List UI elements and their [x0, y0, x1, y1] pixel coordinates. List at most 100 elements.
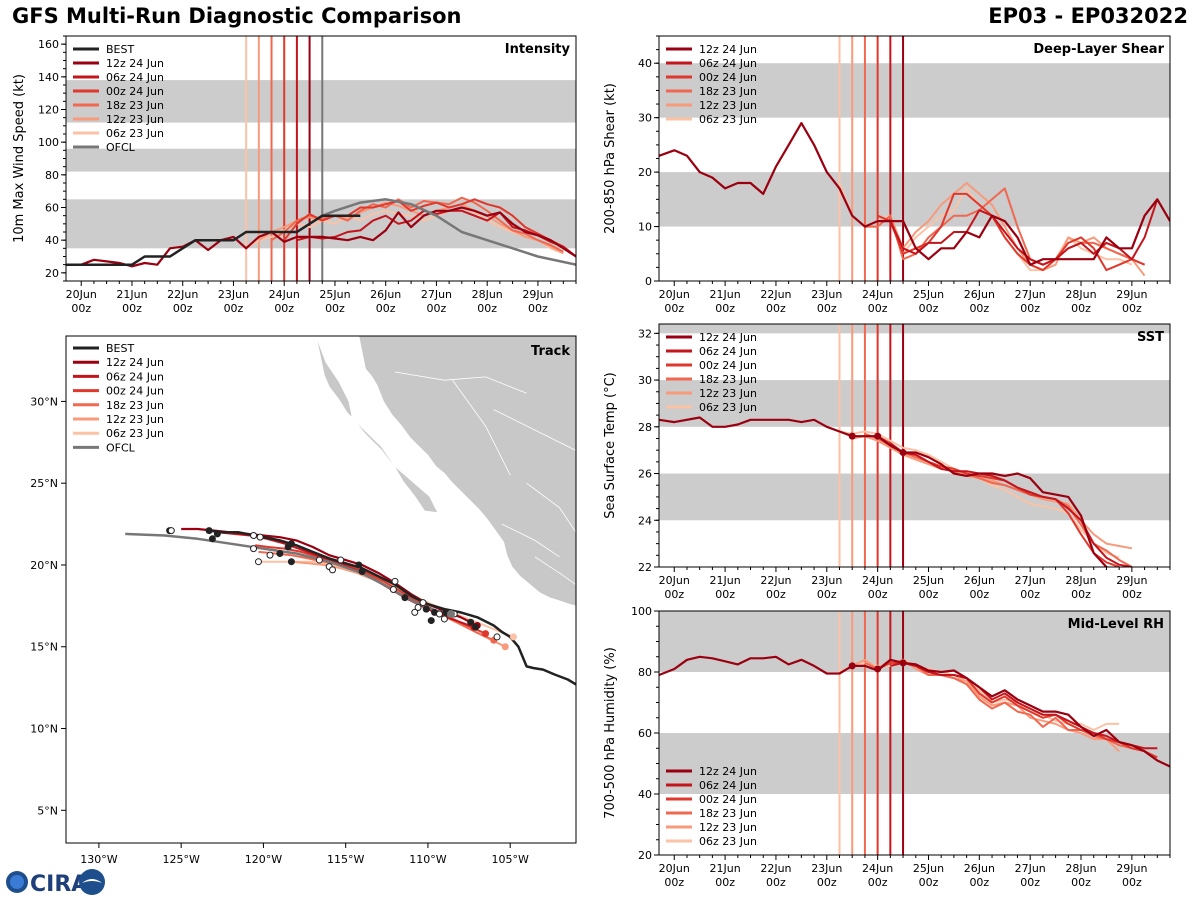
track-legend-label: 00z 24 Jun	[106, 385, 164, 398]
intensity-xtick-time: 00z	[122, 302, 142, 315]
rh-xtick-date: 26Jun	[964, 862, 995, 875]
track-position-open-dot	[391, 577, 399, 585]
sst-xtick-time: 00z	[868, 588, 888, 601]
rh-xtick-date: 25Jun	[913, 862, 944, 875]
land-polygon	[315, 336, 439, 514]
rh-xtick-time: 00z	[817, 876, 837, 889]
intensity-legend-label: OFCL	[106, 141, 136, 154]
track-position-dot	[205, 527, 213, 535]
intensity-ytick-label: 60	[45, 202, 59, 215]
intensity-xtick-date: 28Jun	[472, 288, 503, 301]
sst-xtick-date: 29Jun	[1116, 574, 1147, 587]
cira-logo-text: CIRA	[30, 872, 88, 897]
sst-xtick-date: 27Jun	[1015, 574, 1046, 587]
track-position-open-dot	[414, 603, 422, 611]
shear-xtick-date: 21Jun	[710, 288, 741, 301]
rh-xtick-time: 00z	[969, 876, 989, 889]
rh-xtick-date: 27Jun	[1015, 862, 1046, 875]
rh-ytick-label: 80	[638, 666, 652, 679]
track-position-dot	[213, 530, 221, 538]
cira-seal-icon	[79, 869, 105, 895]
sst-xtick-date: 22Jun	[760, 574, 791, 587]
intensity-xtick-date: 20Jun	[66, 288, 97, 301]
shear-ylabel: 200-850 hPa Shear (kt)	[603, 83, 618, 234]
intensity-xtick-time: 00z	[71, 302, 91, 315]
rh-marker	[848, 662, 856, 670]
track-position-open-dot	[250, 545, 258, 553]
shear-xtick-date: 26Jun	[964, 288, 995, 301]
intensity-legend-label: 06z 23 Jun	[106, 127, 164, 140]
state-border	[452, 379, 511, 476]
intensity-series-r06z23	[245, 206, 564, 255]
track-xtick-label: 125°W	[162, 853, 199, 866]
track-position-open-dot	[167, 527, 175, 535]
intensity-band	[66, 80, 576, 123]
shear-ytick-label: 0	[645, 275, 652, 288]
shear-series-r06z24	[889, 198, 1159, 266]
sst-ytick-label: 30	[638, 374, 652, 387]
sst-xtick-time: 00z	[664, 588, 684, 601]
rh-legend-label: 12z 24 Jun	[699, 765, 757, 778]
rh-ylabel: 700-500 hPa Humidity (%)	[603, 647, 618, 819]
rh-xtick-time: 00z	[664, 876, 684, 889]
sst-series-r06z24	[889, 442, 1133, 567]
rh-xtick-date: 23Jun	[811, 862, 842, 875]
shear-title: Deep-Layer Shear	[1033, 42, 1164, 57]
track-ofcl	[125, 532, 453, 616]
shear-series-r12z24	[659, 121, 1170, 266]
intensity-legend-label: 18z 23 Jun	[106, 99, 164, 112]
rh-marker	[874, 665, 882, 673]
track-position-dot	[358, 568, 366, 576]
track-best	[208, 529, 576, 686]
shear-xtick-time: 00z	[868, 302, 888, 315]
shear-series-r18z23	[864, 187, 1145, 266]
state-border	[501, 523, 560, 558]
shear-legend-label: 12z 23 Jun	[699, 99, 757, 112]
shear-xtick-time: 00z	[664, 302, 684, 315]
sst-xtick-time: 00z	[817, 588, 837, 601]
intensity-series-ofcl	[321, 198, 576, 266]
track-position-open-dot	[266, 551, 274, 559]
track-position-open-dot	[329, 566, 337, 574]
intensity-xtick-time: 00z	[173, 302, 193, 315]
figure-title: GFS Multi-Run Diagnostic Comparison	[12, 4, 462, 28]
sst-xtick-date: 20Jun	[659, 574, 690, 587]
sst-legend-label: 18z 23 Jun	[699, 373, 757, 386]
rh-legend-label: 18z 23 Jun	[699, 807, 757, 820]
shear-ytick-label: 20	[638, 166, 652, 179]
track-position-dot	[467, 618, 475, 626]
shear-ytick-label: 40	[638, 57, 652, 70]
sst-xtick-date: 25Jun	[913, 574, 944, 587]
rh-xtick-date: 28Jun	[1065, 862, 1096, 875]
intensity-ytick-label: 100	[38, 136, 59, 149]
rh-xtick-date: 20Jun	[659, 862, 690, 875]
track-legend-label: BEST	[106, 342, 134, 355]
rh-legend-label: 00z 24 Jun	[699, 793, 757, 806]
shear-xtick-time: 00z	[919, 302, 939, 315]
sst-ytick-label: 28	[638, 421, 652, 434]
rh-xtick-date: 21Jun	[710, 862, 741, 875]
track-position-dot	[287, 558, 295, 566]
sst-xtick-time: 00z	[715, 588, 735, 601]
sst-legend-label: 06z 23 Jun	[699, 401, 757, 414]
intensity-xtick-date: 22Jun	[167, 288, 198, 301]
track-xtick-label: 120°W	[245, 853, 282, 866]
rh-xtick-time: 00z	[766, 876, 786, 889]
track-xtick-label: 130°W	[80, 853, 117, 866]
shear-xtick-time: 00z	[1122, 302, 1142, 315]
shear-xtick-date: 24Jun	[862, 288, 893, 301]
shear-xtick-date: 28Jun	[1065, 288, 1096, 301]
rh-legend-label: 06z 23 Jun	[699, 835, 757, 848]
rh-xtick-time: 00z	[1122, 876, 1142, 889]
intensity-legend-label: 06z 24 Jun	[106, 71, 164, 84]
sst-band	[659, 380, 1170, 427]
intensity-plot-area	[66, 36, 576, 281]
intensity-ytick-label: 120	[38, 104, 59, 117]
rh-ytick-label: 60	[638, 727, 652, 740]
shear-plot-area	[659, 36, 1170, 281]
sst-xtick-date: 23Jun	[811, 574, 842, 587]
track-position-dot	[355, 561, 363, 569]
rh-band	[659, 733, 1170, 794]
state-border	[534, 556, 576, 585]
